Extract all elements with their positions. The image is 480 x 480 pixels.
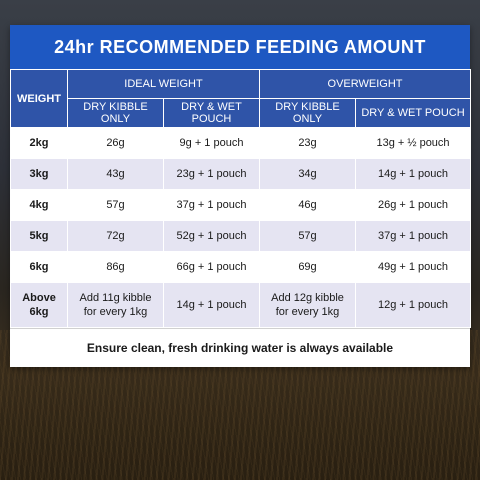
table-row: 5kg 72g 52g + 1 pouch 57g 37g + 1 pouch	[10, 220, 472, 252]
ideal-dry-cell: 86g	[67, 251, 164, 283]
water-note: Ensure clean, fresh drinking water is al…	[10, 328, 470, 367]
table-row: 6kg 86g 66g + 1 pouch 69g 49g + 1 pouch	[10, 251, 472, 283]
table-row: 2kg 26g 9g + 1 pouch 23g 13g + ½ pouch	[10, 127, 472, 159]
table-row: 3kg 43g 23g + 1 pouch 34g 14g + 1 pouch	[10, 158, 472, 190]
over-dry-line-1: Add 12g kibble	[271, 292, 344, 304]
header-overweight: OVERWEIGHT	[258, 69, 472, 99]
weight-line-2: 6kg	[29, 306, 49, 318]
over-dry-cell: 34g	[259, 158, 356, 190]
header-over-dry-kibble: DRY KIBBLE ONLY	[259, 98, 356, 128]
over-dry-cell: 57g	[259, 220, 356, 252]
ideal-dry-cell: Add 11g kibble for every 1kg	[67, 282, 164, 328]
ideal-dry-line-2: for every 1kg	[83, 306, 148, 318]
ideal-dry-cell: 57g	[67, 189, 164, 221]
header-over-dry-wet: DRY & WET POUCH	[354, 98, 472, 128]
weight-cell: 5kg	[10, 220, 68, 252]
ideal-dry-line-1: Add 11g kibble	[79, 292, 152, 304]
feeding-table-card: 24hr RECOMMENDED FEEDING AMOUNT WEIGHT I…	[10, 25, 472, 367]
weight-cell: Above 6kg	[10, 282, 68, 328]
weight-cell: 3kg	[10, 158, 68, 190]
ideal-wet-cell: 37g + 1 pouch	[163, 189, 260, 221]
ideal-wet-cell: 66g + 1 pouch	[163, 251, 260, 283]
over-wet-cell: 37g + 1 pouch	[354, 220, 472, 252]
over-wet-cell: 49g + 1 pouch	[354, 251, 472, 283]
ideal-wet-cell: 14g + 1 pouch	[163, 282, 260, 328]
over-dry-cell: 69g	[259, 251, 356, 283]
feeding-table: WEIGHT IDEAL WEIGHT OVERWEIGHT DRY KIBBL…	[10, 69, 472, 328]
table-row: 4kg 57g 37g + 1 pouch 46g 26g + 1 pouch	[10, 189, 472, 221]
ideal-wet-cell: 52g + 1 pouch	[163, 220, 260, 252]
over-dry-cell: 46g	[259, 189, 356, 221]
ideal-dry-cell: 43g	[67, 158, 164, 190]
over-wet-cell: 14g + 1 pouch	[354, 158, 472, 190]
over-dry-cell: 23g	[259, 127, 356, 159]
ideal-dry-cell: 26g	[67, 127, 164, 159]
weight-cell: 2kg	[10, 127, 68, 159]
header-ideal-dry-kibble: DRY KIBBLE ONLY	[67, 98, 164, 128]
weight-cell: 6kg	[10, 251, 68, 283]
over-wet-cell: 13g + ½ pouch	[354, 127, 472, 159]
ideal-dry-cell: 72g	[67, 220, 164, 252]
header-ideal-weight: IDEAL WEIGHT	[67, 69, 260, 99]
header-weight: WEIGHT	[10, 69, 68, 128]
ideal-wet-cell: 23g + 1 pouch	[163, 158, 260, 190]
table-title: 24hr RECOMMENDED FEEDING AMOUNT	[10, 25, 470, 69]
over-wet-cell: 12g + 1 pouch	[354, 282, 472, 328]
over-wet-cell: 26g + 1 pouch	[354, 189, 472, 221]
ideal-wet-cell: 9g + 1 pouch	[163, 127, 260, 159]
over-dry-cell: Add 12g kibble for every 1kg	[259, 282, 356, 328]
header-ideal-dry-wet: DRY & WET POUCH	[163, 98, 260, 128]
weight-line-1: Above	[22, 292, 56, 304]
weight-cell: 4kg	[10, 189, 68, 221]
table-row: Above 6kg Add 11g kibble for every 1kg 1…	[10, 282, 472, 328]
over-dry-line-2: for every 1kg	[275, 306, 340, 318]
